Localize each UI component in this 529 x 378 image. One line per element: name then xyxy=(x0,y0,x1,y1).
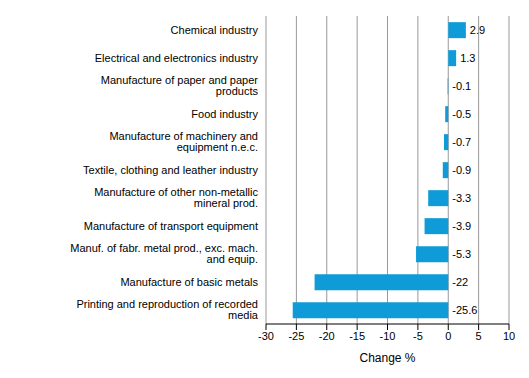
svg-text:-5.3: -5.3 xyxy=(452,248,471,260)
svg-text:Printing and reproduction of r: Printing and reproduction of recordedmed… xyxy=(76,298,258,321)
svg-text:Electrical and electronics ind: Electrical and electronics industry xyxy=(95,52,259,64)
svg-text:Food industry: Food industry xyxy=(191,108,258,120)
svg-text:-0.7: -0.7 xyxy=(452,136,471,148)
svg-text:Manufacture of paper and paper: Manufacture of paper and paperproducts xyxy=(101,74,259,97)
svg-text:-25.6: -25.6 xyxy=(452,304,477,316)
svg-text:Manufacture of transport equip: Manufacture of transport equipment xyxy=(84,220,258,232)
svg-text:-3.9: -3.9 xyxy=(452,220,471,232)
svg-text:-0.1: -0.1 xyxy=(452,80,471,92)
svg-text:-0.5: -0.5 xyxy=(452,108,471,120)
svg-text:-15: -15 xyxy=(349,330,365,342)
svg-text:Change %: Change % xyxy=(359,351,415,365)
svg-text:1.3: 1.3 xyxy=(460,52,475,64)
svg-text:Manufacture of machinery andeq: Manufacture of machinery andequipment n.… xyxy=(109,130,258,153)
svg-text:-10: -10 xyxy=(380,330,396,342)
svg-text:Manufacture of basic metals: Manufacture of basic metals xyxy=(120,276,258,288)
svg-text:5: 5 xyxy=(476,330,482,342)
svg-text:Manuf. of fabr. metal prod., e: Manuf. of fabr. metal prod., exc. mach.a… xyxy=(70,242,258,265)
svg-text:-22: -22 xyxy=(452,276,468,288)
svg-text:-20: -20 xyxy=(319,330,335,342)
svg-text:-30: -30 xyxy=(258,330,274,342)
svg-text:Manufacture of other non-metal: Manufacture of other non-metallicmineral… xyxy=(94,186,258,209)
svg-text:-3.3: -3.3 xyxy=(452,192,471,204)
svg-text:10: 10 xyxy=(503,330,515,342)
svg-text:-25: -25 xyxy=(288,330,304,342)
svg-text:Textile, clothing and leather: Textile, clothing and leather industry xyxy=(83,164,258,176)
svg-text:2.9: 2.9 xyxy=(470,24,485,36)
svg-text:-5: -5 xyxy=(413,330,423,342)
svg-text:-0.9: -0.9 xyxy=(452,164,471,176)
svg-text:Chemical industry: Chemical industry xyxy=(171,24,259,36)
svg-text:0: 0 xyxy=(445,330,451,342)
